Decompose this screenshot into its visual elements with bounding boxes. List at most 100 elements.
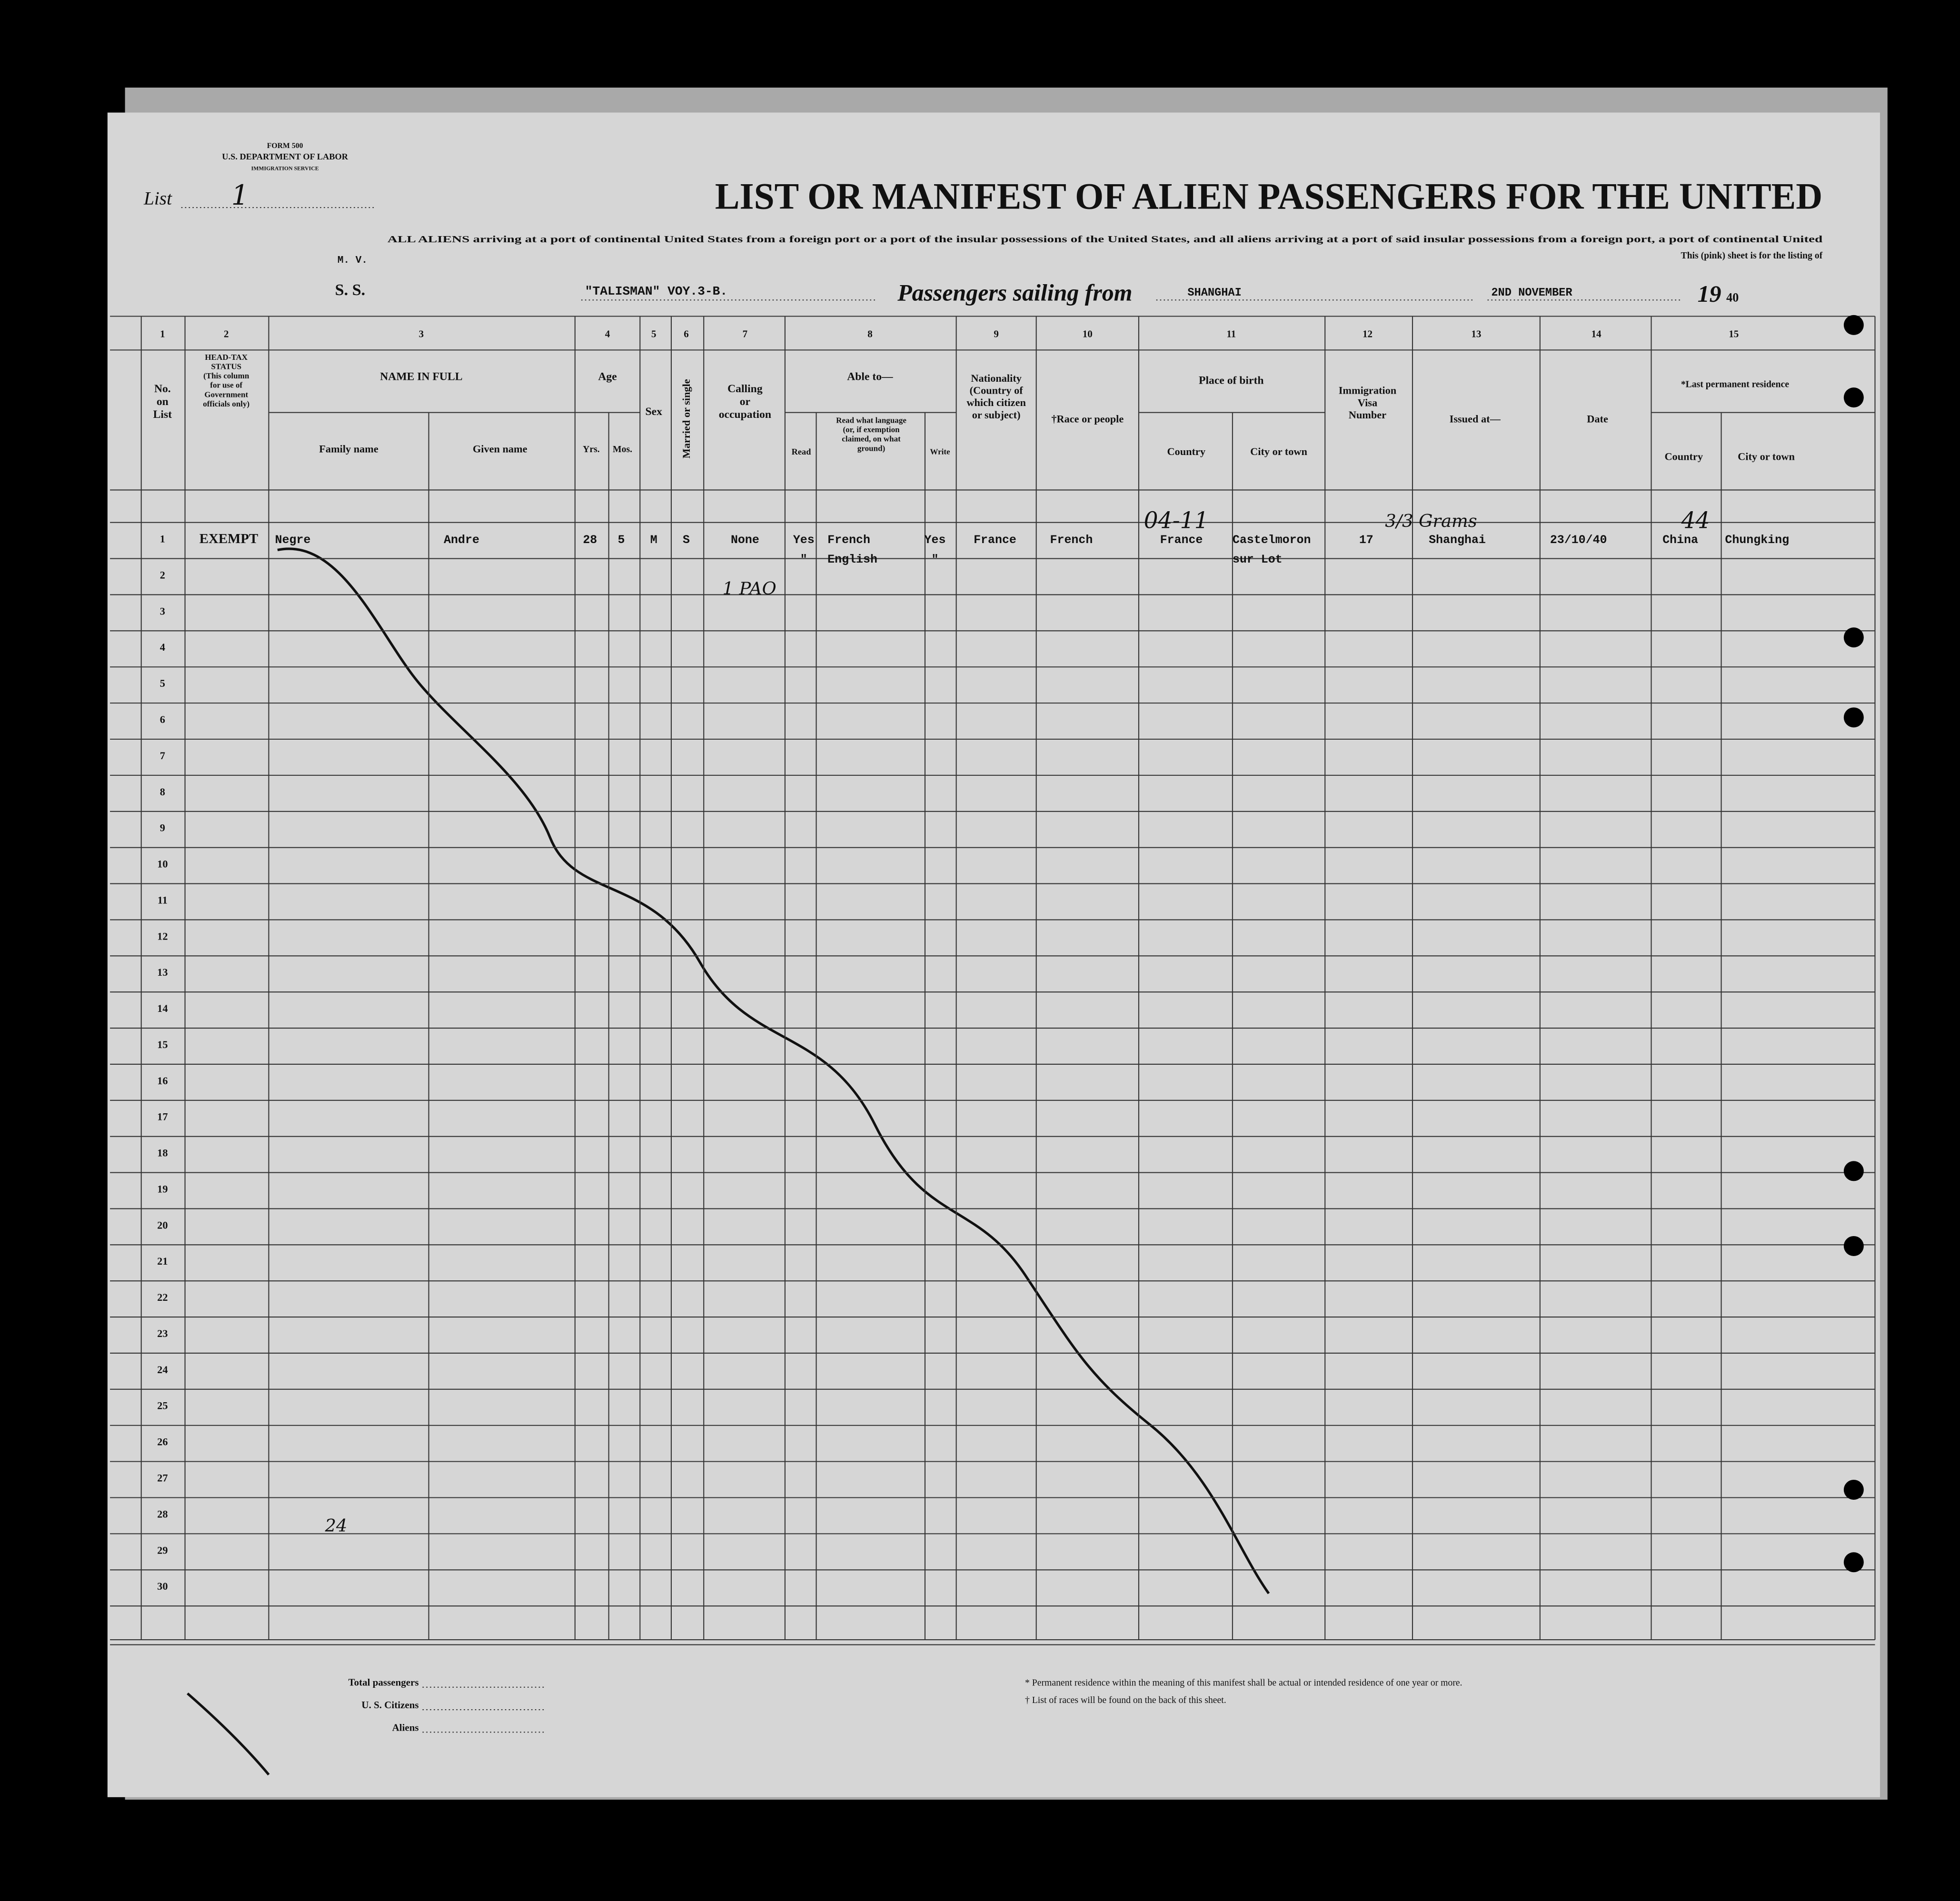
row-number: 6 — [160, 713, 165, 725]
column-header: (This column — [203, 371, 249, 380]
row-number: 3 — [160, 605, 165, 617]
cell-visa: 17 — [1359, 534, 1373, 547]
column-number: 12 — [1363, 328, 1373, 340]
cell-write: " — [931, 553, 938, 566]
row-number: 15 — [157, 1039, 168, 1050]
row-number: 30 — [157, 1580, 168, 1592]
column-header: City or town — [1738, 450, 1795, 462]
cell-write: Yes — [925, 534, 946, 547]
service: IMMIGRATION SERVICE — [251, 165, 319, 171]
vessel: "TALISMAN" VOY.3-B. — [585, 284, 727, 298]
column-header: ground) — [857, 444, 885, 453]
cell-age-months: 5 — [617, 534, 625, 547]
hole — [1843, 1236, 1864, 1256]
column-header: or subject) — [972, 409, 1021, 421]
total-label: Total passengers — [348, 1677, 419, 1688]
row-number: 2 — [160, 569, 165, 581]
row-number: 24 — [157, 1364, 168, 1376]
handwriting: 24 — [325, 1515, 348, 1536]
total-label: Aliens — [392, 1722, 419, 1733]
cell-issued-at: Shanghai — [1429, 534, 1486, 547]
cell-nationality: France — [974, 534, 1016, 547]
hole — [1843, 315, 1864, 335]
hole — [1843, 707, 1864, 728]
cell-date: 23/10/40 — [1550, 534, 1607, 547]
column-header: Date — [1587, 413, 1608, 425]
row-number: 9 — [160, 822, 165, 834]
punch-holes — [1843, 315, 1864, 1573]
column-header: Able to— — [847, 371, 893, 383]
column-header: for use of — [210, 381, 242, 390]
total-label: U. S. Citizens — [361, 1699, 418, 1711]
column-header: Given name — [473, 443, 527, 455]
cell-res-country: China — [1662, 534, 1698, 547]
column-header: or — [740, 396, 750, 408]
column-header: Mos. — [613, 444, 632, 455]
footnote: * Permanent residence within the meaning… — [1025, 1677, 1462, 1688]
cell-read: Yes — [793, 534, 815, 547]
cancel-stroke — [277, 547, 1270, 1594]
paper — [107, 112, 1880, 1797]
port: SHANGHAI — [1187, 287, 1241, 299]
column-header: Read — [792, 447, 811, 456]
column-number: 6 — [684, 328, 689, 340]
year-prefix: 19 — [1698, 281, 1721, 307]
row-number: 7 — [160, 750, 165, 762]
cell-language: English — [827, 553, 877, 566]
department: U.S. DEPARTMENT OF LABOR — [222, 152, 348, 161]
cell-head-tax: EXEMPT — [199, 531, 259, 546]
hole — [1843, 627, 1864, 648]
cell-given-name: Andre — [444, 534, 479, 547]
hole — [1843, 1479, 1864, 1500]
column-number: 2 — [224, 328, 229, 340]
handwriting: 1 PAO — [723, 578, 776, 599]
column-number: 13 — [1471, 328, 1481, 340]
column-header: Country — [1167, 446, 1205, 457]
column-header: List — [153, 408, 172, 421]
cell-occupation: None — [731, 534, 759, 547]
column-number: 5 — [651, 328, 657, 340]
row-number: 8 — [160, 786, 165, 798]
cell-sex: M — [650, 534, 657, 547]
column-header: claimed, on what — [842, 435, 901, 444]
hole — [1843, 1161, 1864, 1181]
row-number: 20 — [157, 1219, 168, 1231]
row-number: 18 — [157, 1147, 168, 1159]
column-number: 10 — [1083, 328, 1093, 340]
column-header: †Race or people — [1051, 413, 1124, 425]
row-number: 26 — [157, 1436, 168, 1448]
row-number: 5 — [160, 677, 165, 689]
row-number: 21 — [157, 1255, 168, 1267]
cell-married: S — [683, 534, 690, 547]
form-number: FORM 500 — [267, 142, 303, 150]
column-header: Family name — [319, 443, 378, 455]
cell-language: French — [827, 534, 870, 547]
date: 2ND NOVEMBER — [1491, 287, 1572, 299]
instruction: ALL ALIENS arriving at a port of contine… — [388, 234, 1822, 245]
column-header: occupation — [719, 408, 771, 421]
year-suffix: 40 — [1726, 291, 1739, 305]
column-number: 3 — [419, 328, 424, 340]
column-number: 11 — [1226, 328, 1236, 340]
footer-stroke — [187, 1692, 270, 1776]
column-header: Immigration — [1339, 385, 1397, 396]
column-header: on — [157, 396, 169, 408]
handwriting: 3/3 Grams — [1385, 511, 1477, 531]
handwriting: 44 — [1681, 508, 1710, 534]
column-header: Number — [1349, 409, 1386, 421]
footnote: † List of races will be found on the bac… — [1025, 1695, 1226, 1705]
cell-read: " — [800, 553, 807, 566]
row-number: 19 — [157, 1183, 168, 1195]
column-number: 15 — [1729, 328, 1739, 340]
column-header: Write — [930, 447, 950, 456]
row-number: 25 — [157, 1400, 168, 1412]
column-header: Age — [598, 371, 617, 383]
vessel-type-top: M. V. — [338, 255, 368, 266]
row-number: 27 — [157, 1472, 168, 1484]
hole — [1843, 1552, 1864, 1573]
row-number: 23 — [157, 1327, 168, 1339]
row-number: 22 — [157, 1291, 168, 1303]
title: LIST OR MANIFEST OF ALIEN PASSENGERS FOR… — [715, 176, 1822, 217]
